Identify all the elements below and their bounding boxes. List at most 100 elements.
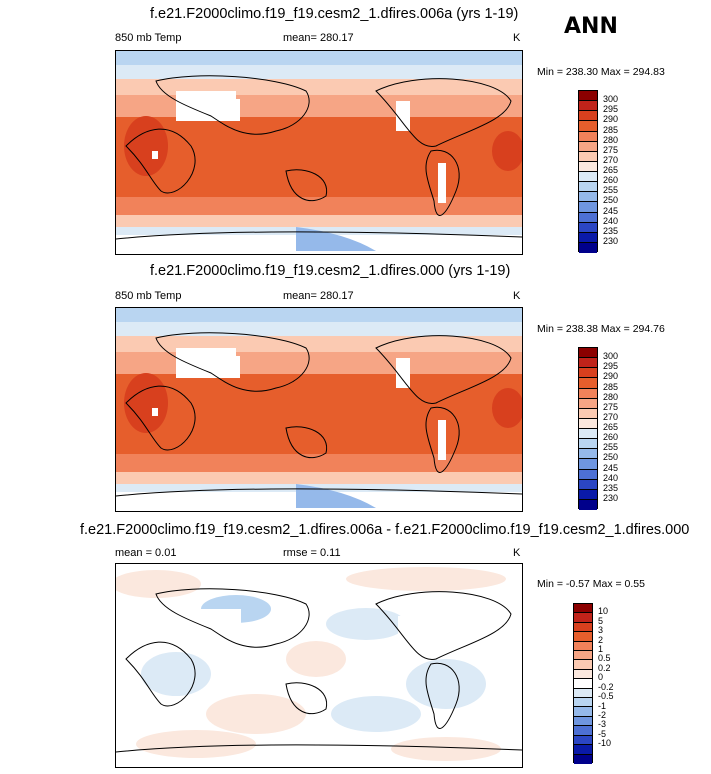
colorbar-tick-label: 280 bbox=[603, 134, 619, 145]
colorbar-tick-label: 260 bbox=[603, 432, 619, 443]
colorbar-swatch bbox=[574, 669, 592, 680]
colorbar-swatch bbox=[579, 418, 597, 429]
panel-3-title: f.e21.F2000climo.f19_f19.cesm2_1.dfires.… bbox=[80, 522, 690, 538]
colorbar-tick-label: 3 bbox=[598, 625, 604, 636]
colorbar-swatch bbox=[579, 242, 597, 253]
panel-1-units-label: K bbox=[513, 32, 521, 44]
colorbar-swatch bbox=[574, 632, 592, 642]
colorbar-swatch bbox=[574, 688, 592, 699]
panel-1-map bbox=[115, 50, 523, 255]
colorbar-tick-label: 2 bbox=[598, 634, 604, 645]
colorbar-tick-label: 270 bbox=[603, 411, 619, 422]
colorbar-swatch bbox=[579, 358, 597, 369]
colorbar-tick-label: 285 bbox=[603, 124, 619, 135]
colorbar-swatch bbox=[574, 754, 592, 764]
colorbar-tick-label: 295 bbox=[603, 104, 619, 115]
colorbar-tick-label: 230 bbox=[603, 235, 619, 246]
colorbar-tick-label: 1 bbox=[598, 644, 604, 655]
colorbar-tick-label: 300 bbox=[603, 94, 619, 105]
colorbar-tick-label: 255 bbox=[603, 185, 619, 196]
colorbar-swatch bbox=[579, 388, 597, 399]
colorbar-swatch bbox=[579, 469, 597, 480]
panel-3-minmax-label: Min = -0.57 Max = 0.55 bbox=[537, 578, 645, 590]
colorbar-swatch bbox=[579, 368, 597, 379]
panel-2-minmax-label: Min = 238.38 Max = 294.76 bbox=[537, 323, 665, 335]
colorbar-tick-label: 275 bbox=[603, 401, 619, 412]
colorbar-tick-label: 0.5 bbox=[598, 653, 611, 664]
colorbar-swatch bbox=[579, 222, 597, 233]
colorbar-swatch bbox=[574, 679, 592, 689]
colorbar-swatch bbox=[579, 398, 597, 409]
colorbar-swatch bbox=[579, 439, 597, 450]
colorbar-tick-label: 235 bbox=[603, 482, 619, 493]
colorbar-tick-label: -5 bbox=[598, 728, 607, 739]
colorbar-swatch bbox=[579, 101, 597, 112]
panel-3-rmse-label: rmse = 0.11 bbox=[283, 547, 341, 559]
panel-1-minmax-label: Min = 238.30 Max = 294.83 bbox=[537, 66, 665, 78]
colorbar-swatch bbox=[574, 745, 592, 755]
colorbar-swatch bbox=[574, 698, 592, 708]
panel-2-units-label: K bbox=[513, 290, 521, 302]
panel-3-mean-label: mean = 0.01 bbox=[115, 547, 177, 559]
colorbar-tick-label: -2 bbox=[598, 709, 607, 720]
panel-2-variable-label: 850 mb Temp bbox=[115, 290, 182, 302]
colorbar-tick-label: 290 bbox=[603, 371, 619, 382]
colorbar-swatch bbox=[579, 408, 597, 419]
colorbar-tick-label: 235 bbox=[603, 225, 619, 236]
colorbar-swatch bbox=[579, 489, 597, 500]
colorbar-tick-label: 250 bbox=[603, 195, 619, 206]
colorbar-tick-label: 240 bbox=[603, 472, 619, 483]
colorbar-tick-label: 265 bbox=[603, 165, 619, 175]
colorbar-tick-label: -10 bbox=[598, 738, 612, 749]
panel-3-colorbar bbox=[573, 603, 593, 764]
colorbar-swatch bbox=[579, 111, 597, 122]
season-label: ANN bbox=[564, 14, 618, 39]
colorbar-swatch bbox=[574, 604, 592, 614]
colorbar-swatch bbox=[574, 726, 592, 736]
colorbar-swatch bbox=[579, 192, 597, 203]
colorbar-swatch bbox=[579, 212, 597, 223]
colorbar-tick-label: 295 bbox=[603, 361, 619, 372]
colorbar-tick-label: 300 bbox=[603, 351, 619, 362]
colorbar-swatch bbox=[579, 459, 597, 470]
colorbar-tick-label: -0.5 bbox=[598, 691, 614, 702]
panel-2-colorbar bbox=[578, 347, 598, 510]
panel-3-units-label: K bbox=[513, 547, 521, 559]
colorbar-swatch bbox=[574, 651, 592, 661]
colorbar-swatch bbox=[579, 232, 597, 243]
panel-2-title: f.e21.F2000climo.f19_f19.cesm2_1.dfires.… bbox=[150, 263, 511, 279]
colorbar-swatch bbox=[579, 182, 597, 193]
colorbar-tick-label: 245 bbox=[603, 205, 619, 216]
colorbar-tick-label: 250 bbox=[603, 452, 619, 463]
panel-1-variable-label: 850 mb Temp bbox=[115, 32, 182, 44]
panel-1-colorbar bbox=[578, 90, 598, 253]
colorbar-swatch bbox=[574, 735, 592, 746]
colorbar-swatch bbox=[574, 622, 592, 633]
colorbar-swatch bbox=[579, 449, 597, 460]
colorbar-swatch bbox=[579, 348, 597, 359]
colorbar-tick-label: 0 bbox=[598, 672, 604, 683]
colorbar-swatch bbox=[579, 91, 597, 102]
colorbar-tick-label: 265 bbox=[603, 422, 619, 432]
colorbar-tick-label: 255 bbox=[603, 442, 619, 453]
panel-2-mean-label: mean= 280.17 bbox=[283, 290, 354, 302]
colorbar-swatch bbox=[574, 613, 592, 623]
panel-1-mean-label: mean= 280.17 bbox=[283, 32, 354, 44]
colorbar-swatch bbox=[579, 141, 597, 152]
panel-2-map bbox=[115, 307, 523, 512]
colorbar-swatch bbox=[579, 479, 597, 490]
colorbar-tick-label: 290 bbox=[603, 114, 619, 125]
colorbar-swatch bbox=[579, 378, 597, 389]
colorbar-swatch bbox=[579, 499, 597, 510]
colorbar-swatch bbox=[579, 121, 597, 132]
colorbar-tick-label: 260 bbox=[603, 175, 619, 186]
colorbar-swatch bbox=[579, 151, 597, 162]
colorbar-tick-label: 275 bbox=[603, 144, 619, 155]
colorbar-tick-label: -0.2 bbox=[598, 681, 614, 692]
panel-1-title: f.e21.F2000climo.f19_f19.cesm2_1.dfires.… bbox=[150, 6, 519, 22]
colorbar-swatch bbox=[579, 202, 597, 213]
colorbar-tick-label: 230 bbox=[603, 492, 619, 503]
colorbar-swatch bbox=[579, 172, 597, 183]
colorbar-swatch bbox=[574, 716, 592, 727]
colorbar-tick-label: 5 bbox=[598, 615, 604, 626]
